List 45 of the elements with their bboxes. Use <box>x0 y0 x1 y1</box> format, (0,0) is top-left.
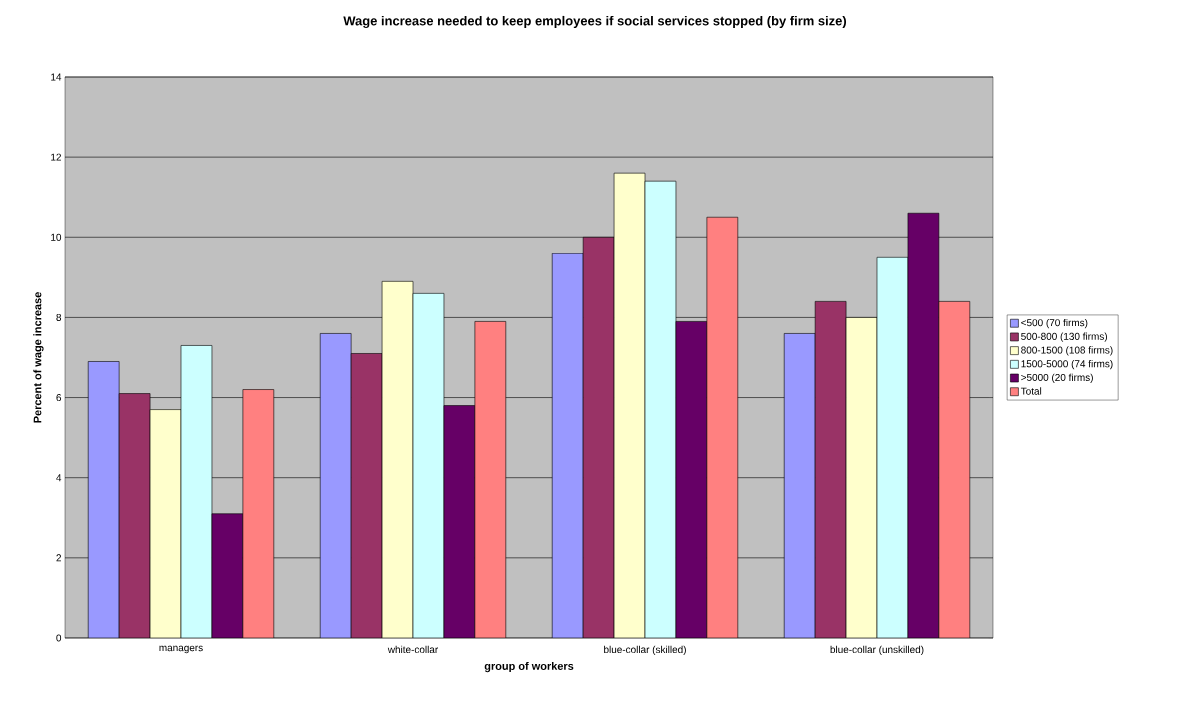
x-tick-label: blue-collar (unskilled) <box>830 645 924 656</box>
bar <box>706 216 739 638</box>
y-tick-label: 10 <box>51 233 62 241</box>
chart-title: Wage increase needed to keep employees if social services stopped (by firm size) <box>343 15 847 29</box>
y-tick-label: 2 <box>56 554 61 562</box>
bar <box>644 180 677 638</box>
y-tick-label: 4 <box>56 474 62 482</box>
bar <box>319 333 352 638</box>
legend-label: Total <box>1020 387 1042 395</box>
bar <box>180 345 213 638</box>
y-tick-label: 6 <box>56 394 62 402</box>
legend-label: 1500-5000 (74 firms) <box>1021 359 1113 370</box>
bar <box>582 236 615 638</box>
bar <box>474 321 507 638</box>
bar <box>876 257 909 638</box>
bar <box>675 321 708 638</box>
bar <box>783 333 816 638</box>
legend-label: 800-1500 (108 firms) <box>1021 346 1113 356</box>
y-tick-label: 12 <box>51 153 61 161</box>
legend-label: 500-800 (130 firms) <box>1021 332 1108 342</box>
y-tick-label: 8 <box>56 313 62 321</box>
legend-label: <500 (70 firms) <box>1021 318 1088 329</box>
bar <box>381 281 414 638</box>
x-axis-title: group of workers <box>484 661 574 673</box>
bar <box>87 361 120 638</box>
x-tick-label: managers <box>159 645 203 654</box>
bar <box>907 212 940 638</box>
bar <box>845 317 878 638</box>
bar <box>613 172 646 638</box>
bar <box>211 513 244 638</box>
bar <box>814 301 847 638</box>
bar <box>938 301 971 638</box>
legend-label: >5000 (20 firms) <box>1021 373 1093 383</box>
bar <box>350 353 383 638</box>
x-tick-label: white-collar <box>387 645 439 654</box>
y-tick-label: 14 <box>51 73 62 81</box>
y-axis-title: Percent of wage increase <box>33 292 44 423</box>
bar <box>118 393 151 638</box>
x-tick-label: blue-collar (skilled) <box>604 645 686 656</box>
bar <box>149 409 182 638</box>
bar <box>242 389 275 638</box>
y-tick-label: 0 <box>56 634 62 642</box>
bar <box>551 253 584 638</box>
bar <box>412 293 445 638</box>
bar <box>443 405 476 638</box>
